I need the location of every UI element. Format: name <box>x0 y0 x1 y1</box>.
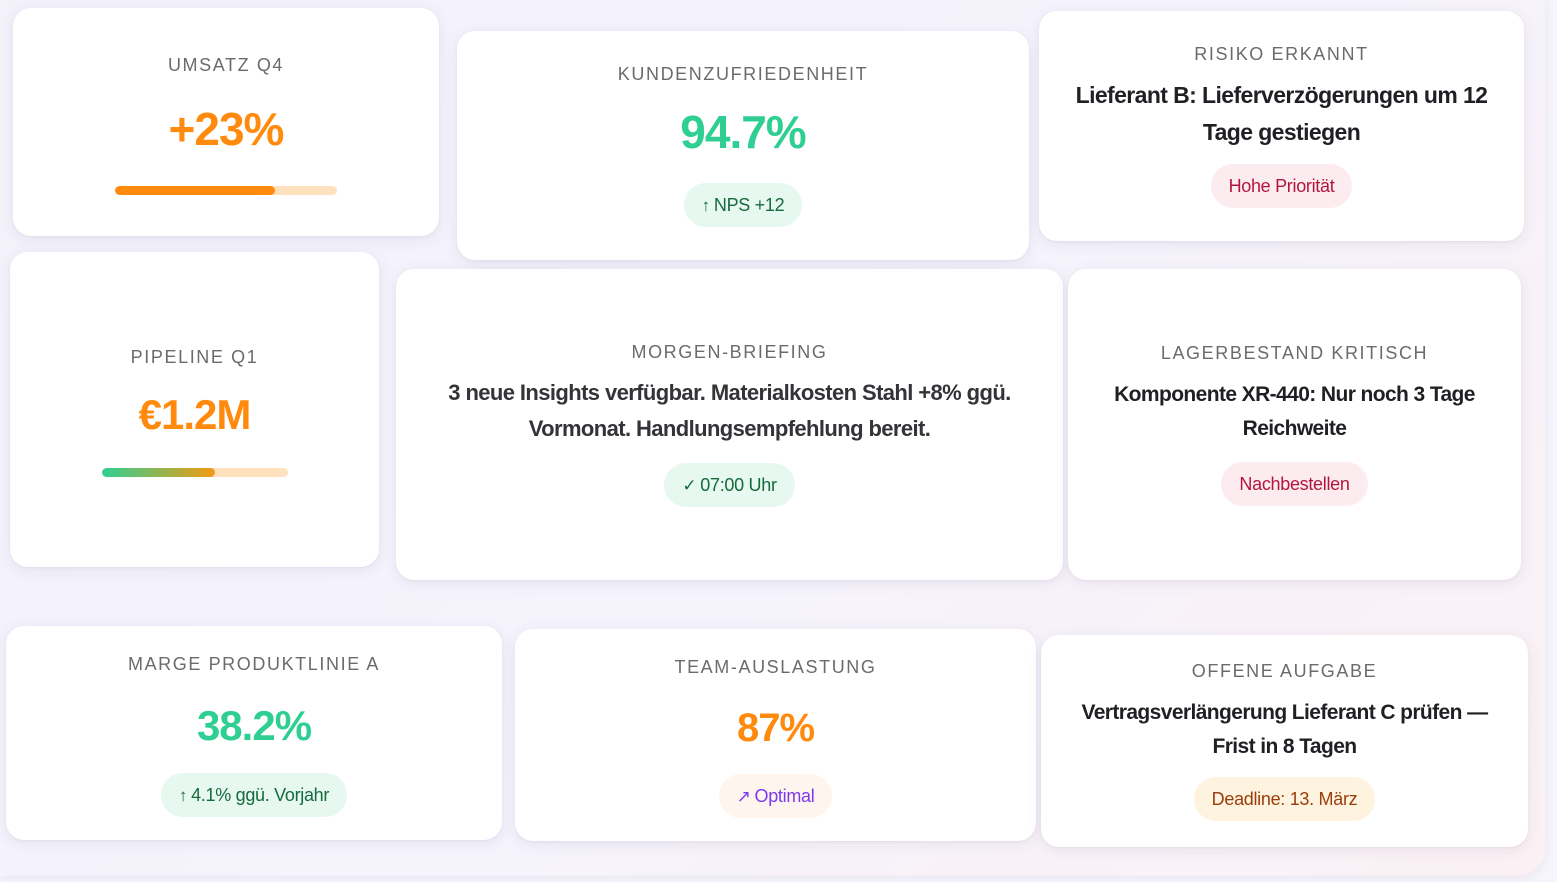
deadline-badge: Deadline: 13. März <box>1193 777 1376 822</box>
card-pipeline-q1[interactable]: PIPELINE Q1 €1.2M <box>10 252 379 567</box>
card-label: OFFENE AUFGABE <box>1191 660 1378 681</box>
badge-text: 07:00 Uhr <box>700 474 777 495</box>
card-label: RISIKO ERKANNT <box>1194 43 1369 64</box>
card-lagerbestand-kritisch[interactable]: LAGERBESTAND KRITISCH Komponente XR-440:… <box>1068 269 1521 580</box>
badge-text: 4.1% ggü. Vorjahr <box>191 784 330 805</box>
priority-badge: Hohe Priorität <box>1210 164 1353 209</box>
card-text: Vertragsverlängerung Lieferant C prüfen … <box>1081 700 1488 758</box>
kpi-value: 94.7% <box>680 106 806 158</box>
card-text: 3 neue Insights verfügbar. Materialkoste… <box>448 380 1011 441</box>
card-umsatz-q4[interactable]: UMSATZ Q4 +23% <box>13 8 439 236</box>
trend-up-icon: ↗ <box>736 786 751 806</box>
card-offene-aufgabe[interactable]: OFFENE AUFGABE Vertragsverlängerung Lief… <box>1041 635 1528 847</box>
kpi-value: +23% <box>168 103 285 155</box>
card-team-auslastung[interactable]: TEAM-AUSLASTUNG 87% ↗ Optimal <box>515 629 1036 841</box>
action-badge: Nachbestellen <box>1221 461 1368 506</box>
status-badge: ↗ Optimal <box>718 773 833 818</box>
card-label: KUNDENZUFRIEDENHEIT <box>617 64 869 84</box>
card-marge-produktlinie-a[interactable]: MARGE PRODUKTLINIE A 38.2% ↑ 4.1% ggü. Vo… <box>6 626 502 840</box>
kpi-value: 87% <box>736 705 815 750</box>
card-kundenzufriedenheit[interactable]: KUNDENZUFRIEDENHEIT 94.7% ↑ NPS +12 <box>457 31 1029 260</box>
card-label: MARGE PRODUKTLINIE A <box>127 653 381 674</box>
card-label: MORGEN-BRIEFING <box>631 342 828 363</box>
status-badge: ↑ NPS +12 <box>683 183 803 227</box>
card-label: PIPELINE Q1 <box>130 346 259 367</box>
card-label: UMSATZ Q4 <box>167 55 285 75</box>
progress-bar <box>101 467 288 477</box>
badge-text: Optimal <box>754 785 815 806</box>
trend-badge: ↑ 4.1% ggü. Vorjahr <box>160 772 348 817</box>
kpi-value: €1.2M <box>138 390 252 438</box>
kpi-value: 38.2% <box>196 701 312 749</box>
progress-bar-fill <box>101 467 215 477</box>
time-badge: ✓ 07:00 Uhr <box>664 462 795 507</box>
card-text: Lieferant B: Lieferverzögerungen um 12 T… <box>1075 81 1488 145</box>
card-label: TEAM-AUSLASTUNG <box>674 656 877 677</box>
arrow-up-icon: ↑ <box>178 785 188 805</box>
arrow-up-icon: ↑ <box>701 196 711 215</box>
card-label: LAGERBESTAND KRITISCH <box>1160 343 1429 364</box>
badge-text: NPS +12 <box>713 195 785 215</box>
card-risiko-erkannt[interactable]: RISIKO ERKANNT Lieferant B: Lieferverzög… <box>1039 11 1524 241</box>
card-morgen-briefing[interactable]: MORGEN-BRIEFING 3 neue Insights verfügba… <box>396 269 1063 580</box>
progress-bar-fill <box>115 186 275 195</box>
progress-bar <box>115 186 337 195</box>
card-text: Komponente XR-440: Nur noch 3 Tage Reich… <box>1114 383 1475 440</box>
check-icon: ✓ <box>682 475 697 495</box>
